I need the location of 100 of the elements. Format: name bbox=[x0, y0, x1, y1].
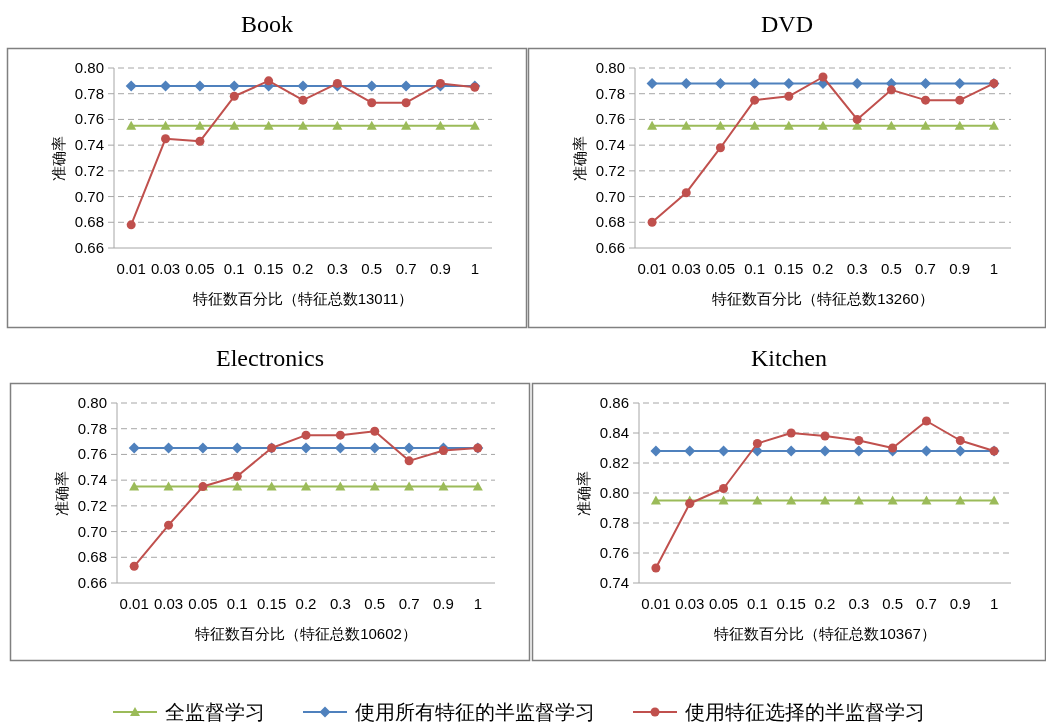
point bbox=[401, 120, 412, 130]
x-tick-label: 0.15 bbox=[254, 260, 284, 277]
point bbox=[852, 114, 862, 124]
point bbox=[161, 134, 171, 144]
x-tick-label: 0.05 bbox=[188, 595, 218, 612]
x-tick-label: 0.01 bbox=[116, 260, 146, 277]
y-tick-label: 0.80 bbox=[74, 59, 104, 76]
point bbox=[715, 120, 726, 130]
point bbox=[955, 436, 965, 445]
x-tick-label: 0.9 bbox=[949, 595, 971, 612]
point bbox=[749, 120, 760, 130]
y-tick-label: 0.76 bbox=[77, 445, 107, 463]
legend-label: 全监督学习 bbox=[165, 701, 265, 723]
point bbox=[784, 91, 794, 101]
point bbox=[718, 495, 729, 505]
y-tick-label: 0.80 bbox=[77, 394, 107, 411]
y-tick-label: 0.80 bbox=[599, 484, 629, 501]
point bbox=[297, 80, 309, 92]
point bbox=[435, 120, 446, 130]
y-tick-label: 0.70 bbox=[74, 187, 104, 205]
point bbox=[853, 495, 864, 505]
point bbox=[680, 77, 692, 89]
x-tick-label: 0.15 bbox=[774, 260, 804, 277]
point bbox=[920, 120, 931, 130]
y-tick-label: 0.76 bbox=[595, 110, 625, 128]
point bbox=[438, 446, 448, 456]
point bbox=[335, 481, 346, 491]
x-tick-label: 1 bbox=[989, 595, 999, 612]
point bbox=[818, 72, 828, 82]
point bbox=[681, 120, 692, 130]
x-tick-label: 0.3 bbox=[848, 595, 870, 612]
y-tick-label: 0.78 bbox=[74, 84, 104, 102]
point bbox=[232, 481, 243, 491]
point bbox=[125, 80, 137, 92]
point bbox=[714, 77, 726, 89]
point bbox=[783, 120, 794, 130]
y-tick-label: 0.74 bbox=[74, 136, 104, 154]
y-axis-title: 准确率 bbox=[53, 470, 70, 516]
x-tick-label: 0.01 bbox=[641, 595, 671, 612]
chart-title: Kitchen bbox=[751, 345, 827, 371]
point bbox=[651, 563, 661, 573]
x-axis-title: 特征数百分比（特征总数13011） bbox=[192, 290, 414, 307]
y-tick-label: 0.68 bbox=[77, 548, 107, 566]
point bbox=[785, 445, 797, 457]
point bbox=[783, 77, 795, 89]
point bbox=[194, 120, 205, 130]
y-tick-label: 0.80 bbox=[595, 59, 625, 76]
y-tick-label: 0.68 bbox=[595, 213, 625, 231]
x-tick-label: 0.5 bbox=[880, 260, 902, 277]
y-axis-title: 准确率 bbox=[575, 470, 592, 516]
point bbox=[820, 495, 830, 505]
legend-label: 使用所有特征的半监督学习 bbox=[355, 701, 595, 723]
x-tick-label: 0.03 bbox=[671, 260, 701, 277]
point bbox=[887, 495, 898, 505]
point bbox=[195, 136, 205, 146]
point bbox=[851, 77, 863, 89]
x-tick-label: 0.05 bbox=[185, 260, 215, 277]
y-tick-label: 0.66 bbox=[595, 239, 625, 256]
x-tick-label: 0.15 bbox=[257, 595, 287, 612]
point bbox=[819, 445, 831, 457]
x-tick-label: 0.9 bbox=[949, 260, 971, 277]
point bbox=[332, 120, 343, 130]
chart-title: DVD bbox=[761, 11, 813, 37]
point bbox=[886, 85, 896, 95]
point bbox=[752, 495, 763, 505]
point bbox=[469, 120, 480, 130]
point bbox=[988, 120, 999, 130]
y-tick-label: 0.84 bbox=[599, 424, 629, 441]
point bbox=[129, 561, 139, 571]
y-tick-label: 0.74 bbox=[595, 136, 625, 154]
point bbox=[715, 143, 725, 153]
chart-title: Book bbox=[240, 11, 294, 37]
point bbox=[955, 495, 966, 505]
x-tick-label: 0.03 bbox=[675, 595, 705, 612]
y-tick-label: 0.82 bbox=[599, 454, 629, 471]
point bbox=[435, 78, 445, 88]
y-tick-label: 0.68 bbox=[74, 213, 104, 231]
x-tick-label: 0.5 bbox=[364, 595, 386, 612]
point bbox=[786, 495, 797, 505]
point bbox=[854, 436, 864, 445]
legend-label: 使用特征选择的半监督学习 bbox=[685, 701, 925, 723]
point bbox=[749, 77, 761, 89]
point bbox=[298, 95, 308, 105]
x-axis-title: 特征数百分比（特征总数13260） bbox=[712, 290, 934, 307]
point bbox=[719, 484, 729, 493]
x-tick-label: 0.2 bbox=[812, 260, 834, 277]
y-tick-label: 0.70 bbox=[595, 187, 625, 205]
point bbox=[650, 445, 662, 457]
y-tick-label: 0.66 bbox=[74, 239, 104, 256]
point bbox=[301, 430, 311, 440]
point bbox=[650, 495, 661, 505]
x-tick-label: 0.3 bbox=[326, 260, 348, 277]
x-tick-label: 0.7 bbox=[395, 260, 417, 277]
x-tick-label: 0.9 bbox=[433, 595, 454, 612]
point bbox=[129, 481, 140, 491]
y-tick-label: 0.78 bbox=[595, 84, 625, 102]
x-tick-label: 0.7 bbox=[916, 595, 937, 612]
chart-title: Electronics bbox=[216, 345, 324, 371]
point bbox=[197, 442, 209, 454]
point bbox=[128, 442, 140, 454]
